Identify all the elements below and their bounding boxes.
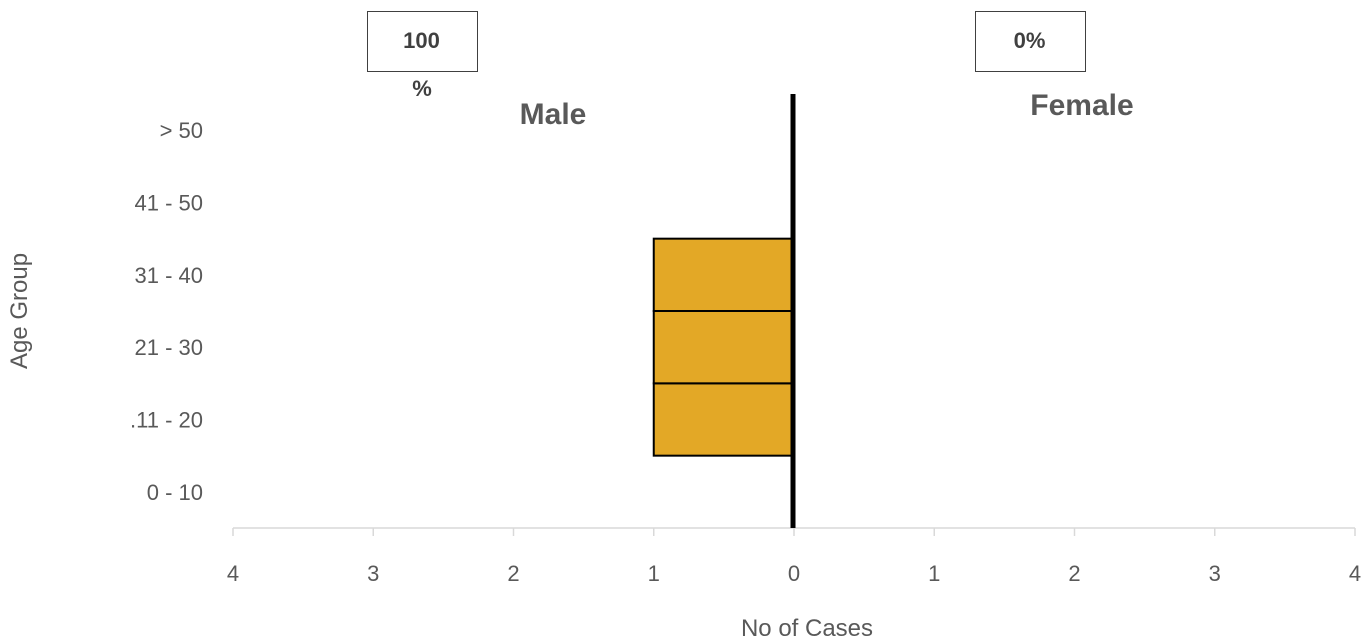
y-tick-label: 31 - 40 bbox=[135, 263, 204, 288]
male-side-label: Male bbox=[520, 98, 587, 131]
x-tick-label: 2 bbox=[1068, 561, 1080, 586]
y-tick-label: 41 - 50 bbox=[135, 191, 204, 216]
female-percent-box bbox=[975, 11, 1086, 72]
y-tick-label: 21 - 30 bbox=[135, 335, 204, 360]
y-tick-label: .11 - 20 bbox=[130, 408, 203, 433]
x-axis-ticks bbox=[232, 528, 1356, 536]
female-side-label: Female bbox=[1030, 89, 1133, 122]
x-axis-tick-labels: 4 3 2 1 0 1 2 3 4 bbox=[227, 561, 1361, 586]
male-percent-label: 100 bbox=[403, 28, 440, 53]
male-percent-box bbox=[367, 11, 478, 72]
y-tick-label: 0 - 10 bbox=[147, 480, 203, 505]
x-tick-label: 4 bbox=[1349, 561, 1361, 586]
x-tick-label: 3 bbox=[367, 561, 379, 586]
x-tick-label: 2 bbox=[507, 561, 519, 586]
x-tick-label: 3 bbox=[1209, 561, 1221, 586]
male-bar bbox=[652, 310, 795, 385]
male-bar bbox=[652, 237, 795, 313]
female-percent-label: 0% bbox=[1013, 28, 1046, 53]
y-axis-tick-labels: 0 - 10 .11 - 20 21 - 30 31 - 40 41 - 50 > 50 bbox=[130, 118, 203, 505]
x-tick-label: 1 bbox=[648, 561, 660, 586]
male-percent-symbol: % bbox=[412, 76, 432, 101]
male-bar bbox=[652, 382, 795, 457]
bars-group bbox=[652, 237, 795, 457]
x-tick-label: 1 bbox=[928, 561, 940, 586]
x-tick-label: 4 bbox=[227, 561, 239, 586]
x-tick-label: 0 bbox=[788, 561, 800, 586]
y-tick-label: > 50 bbox=[160, 118, 203, 143]
x-axis-title: No of Cases bbox=[741, 615, 873, 640]
y-axis-title: Age Group bbox=[6, 253, 33, 369]
